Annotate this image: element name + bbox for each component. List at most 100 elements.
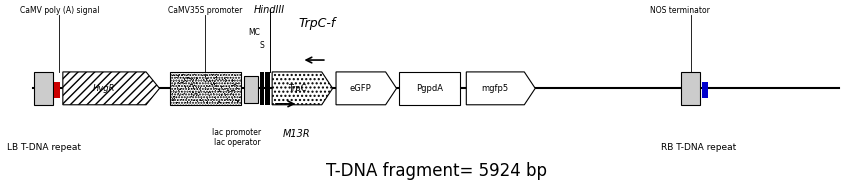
Point: [167, 74, 181, 77]
Point: [167, 94, 181, 97]
Point: [186, 99, 200, 102]
Point: [225, 93, 239, 96]
Point: [173, 87, 187, 90]
Point: [207, 96, 221, 99]
Point: [171, 92, 184, 95]
Point: [199, 72, 213, 75]
Point: [207, 82, 221, 85]
Text: CaMV poly (A) signal: CaMV poly (A) signal: [20, 6, 99, 15]
Point: [187, 78, 201, 81]
Point: [189, 75, 202, 78]
Text: NOS terminator: NOS terminator: [650, 6, 710, 15]
Point: [186, 83, 200, 86]
Point: [213, 77, 226, 80]
Point: [176, 74, 189, 77]
Point: [166, 98, 180, 101]
Point: [225, 83, 238, 86]
Point: [216, 101, 230, 104]
Point: [225, 78, 239, 81]
Point: [226, 83, 240, 86]
Point: [165, 83, 179, 86]
Point: [190, 77, 204, 79]
Text: RB T-DNA repeat: RB T-DNA repeat: [661, 143, 736, 152]
Point: [181, 85, 195, 88]
Point: [217, 82, 231, 85]
Point: [185, 90, 199, 93]
Point: [189, 78, 202, 81]
Point: [183, 83, 196, 86]
Point: [180, 75, 194, 78]
Point: [183, 77, 196, 80]
Point: [186, 87, 200, 90]
Point: [184, 86, 198, 89]
Point: [199, 98, 213, 101]
Point: [199, 79, 213, 82]
Point: [220, 100, 234, 103]
Point: [202, 79, 216, 82]
Point: [225, 88, 239, 91]
Bar: [702, 82, 708, 98]
Point: [193, 97, 207, 100]
Point: [213, 99, 226, 102]
Point: [172, 83, 186, 86]
Point: [177, 84, 191, 87]
Point: [209, 74, 223, 77]
Point: [171, 73, 184, 76]
Point: [180, 76, 194, 79]
Point: [231, 100, 244, 103]
Point: [202, 93, 216, 96]
Point: [214, 86, 228, 89]
Point: [198, 74, 212, 77]
Point: [225, 82, 239, 85]
Point: [216, 88, 230, 91]
Point: [225, 73, 238, 76]
Point: [200, 88, 213, 91]
Text: T-DNA fragment= 5924 bp: T-DNA fragment= 5924 bp: [326, 162, 547, 180]
Point: [199, 74, 213, 77]
Point: [173, 75, 187, 78]
Bar: [244, 76, 258, 103]
Point: [183, 99, 197, 102]
Point: [177, 76, 191, 79]
Point: [229, 98, 243, 101]
Text: M13R: M13R: [283, 129, 311, 139]
Point: [183, 77, 197, 80]
Point: [231, 82, 244, 85]
Point: [200, 100, 213, 103]
Point: [194, 98, 207, 101]
Text: eGFP: eGFP: [350, 84, 372, 93]
Point: [189, 93, 203, 96]
Point: [225, 99, 239, 102]
Point: [172, 72, 186, 75]
Point: [201, 79, 215, 82]
Point: [186, 85, 200, 88]
Point: [199, 76, 213, 79]
Polygon shape: [466, 72, 536, 105]
Point: [220, 89, 234, 91]
Bar: [681, 72, 700, 105]
Point: [221, 101, 235, 104]
Point: [169, 76, 183, 79]
Point: [200, 99, 213, 102]
Point: [179, 96, 193, 99]
Point: [177, 98, 190, 101]
Point: [206, 78, 219, 81]
Point: [171, 81, 185, 84]
Point: [174, 86, 188, 89]
Point: [188, 83, 201, 86]
Point: [217, 91, 231, 94]
Point: [225, 78, 239, 81]
Text: CaMV35S promoter: CaMV35S promoter: [168, 6, 242, 15]
Text: HygR: HygR: [93, 84, 116, 93]
Point: [181, 87, 195, 90]
Point: [230, 86, 243, 89]
Point: [223, 76, 237, 79]
Point: [217, 99, 231, 102]
Point: [177, 81, 190, 84]
Text: HindIII: HindIII: [254, 5, 285, 15]
Point: [228, 73, 242, 76]
Point: [205, 97, 219, 100]
Point: [219, 78, 232, 81]
Point: [207, 83, 221, 86]
Point: [175, 80, 189, 83]
